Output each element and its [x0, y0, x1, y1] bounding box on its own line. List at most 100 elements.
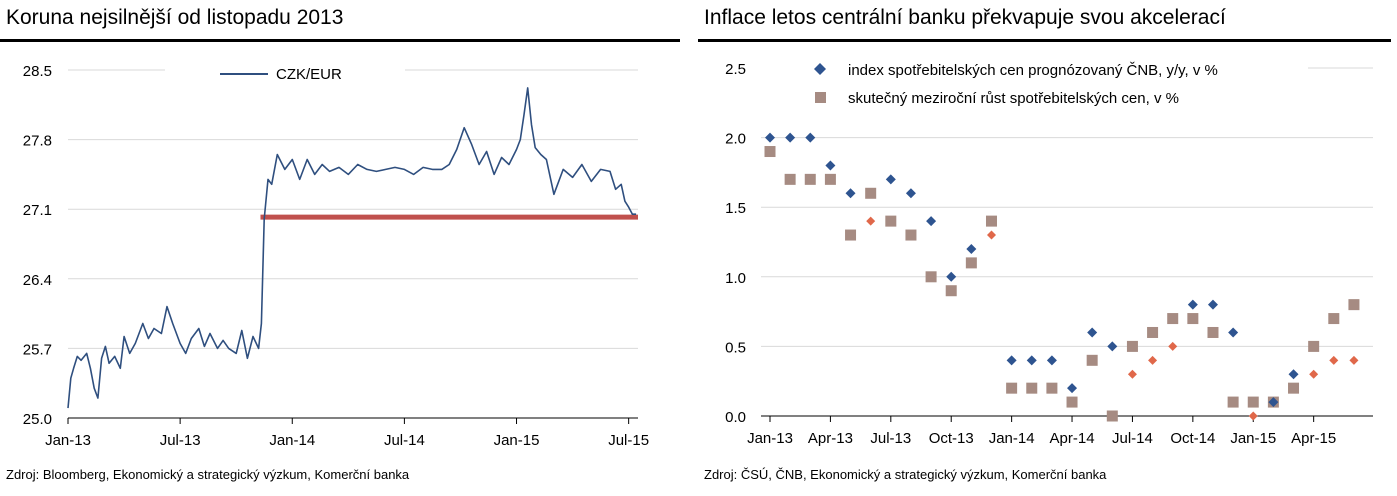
- point-actual: [824, 173, 836, 185]
- x-tick-label: Jan-13: [747, 430, 793, 447]
- point-actual: [1328, 313, 1340, 325]
- left-source-note: Zdroj: Bloomberg, Ekonomický a strategic…: [6, 467, 410, 482]
- point-actual: [1046, 382, 1058, 394]
- x-tick-label: Apr-15: [1291, 430, 1336, 447]
- point-actual: [1187, 313, 1199, 325]
- x-tick-label: Jan-13: [45, 432, 91, 449]
- point-forecast: [765, 132, 775, 143]
- point-forecast: [1349, 355, 1359, 365]
- point-actual: [1207, 326, 1219, 338]
- y-tick-label: 0.0: [725, 409, 746, 426]
- left-chart-title: Koruna nejsilnější od listopadu 2013: [6, 6, 344, 29]
- point-forecast: [1127, 369, 1137, 379]
- y-tick-label: 26.4: [23, 272, 52, 289]
- point-actual: [1167, 313, 1179, 325]
- point-forecast: [825, 160, 836, 171]
- right-chart-svg: 0.0 0.5 1.0 1.5 2.0 2.5 Jan-13 Apr-13 Jul-13 Oct-…: [725, 55, 1373, 447]
- left-chart-svg: 25.0 25.7 26.4 27.1 27.8 28.5 Jan-13 Jul-13 Jan-…: [23, 60, 649, 449]
- point-actual: [1147, 326, 1159, 338]
- series-line-czk-eur: [67, 87, 637, 409]
- point-actual: [1006, 382, 1018, 394]
- point-forecast: [845, 188, 856, 199]
- point-forecast: [1207, 299, 1218, 310]
- left-chart-panel: Koruna nejsilnější od listopadu 2013 25.…: [0, 0, 686, 496]
- y-tick-label: 0.5: [725, 339, 746, 356]
- point-actual: [945, 285, 957, 297]
- right-title-rule: [698, 39, 1391, 42]
- point-actual: [804, 173, 816, 185]
- point-actual: [1348, 299, 1360, 311]
- x-tick-label: Jan-14: [269, 432, 315, 449]
- x-tick-label: Jul-13: [160, 432, 201, 449]
- point-forecast: [1006, 355, 1017, 366]
- x-tick-label: Jan-15: [1230, 430, 1276, 447]
- legend-label-czk-eur: CZK/EUR: [276, 66, 342, 83]
- point-forecast: [866, 216, 876, 226]
- y-tick-label: 28.5: [23, 63, 52, 80]
- point-actual: [1126, 340, 1138, 352]
- y-tick-label: 2.0: [725, 131, 746, 148]
- y-tick-label: 2.5: [725, 61, 746, 78]
- legend-background: [165, 60, 405, 82]
- point-forecast: [1067, 383, 1078, 394]
- point-actual: [925, 271, 937, 283]
- x-tick-label: Jul-14: [384, 432, 425, 449]
- point-actual: [1247, 396, 1259, 408]
- y-tick-label: 1.5: [725, 200, 746, 217]
- point-forecast: [926, 216, 937, 227]
- point-forecast: [1329, 355, 1339, 365]
- legend-label-actual: skutečný meziroční růst spotřebitelských…: [848, 90, 1179, 107]
- point-forecast: [905, 188, 916, 199]
- y-tick-label: 27.1: [23, 202, 52, 219]
- legend-marker-forecast: [814, 63, 826, 75]
- point-actual: [1106, 410, 1118, 422]
- x-tick-label: Jan-15: [494, 432, 540, 449]
- point-actual: [845, 229, 857, 241]
- point-actual: [1086, 354, 1098, 366]
- legend-background: [748, 55, 1308, 113]
- point-forecast: [1107, 341, 1118, 352]
- point-forecast: [966, 243, 977, 254]
- legend-label-forecast: index spotřebitelských cen prognózovaný …: [848, 62, 1218, 79]
- x-tick-label: Apr-14: [1050, 430, 1095, 447]
- y-tick-label: 27.8: [23, 133, 52, 150]
- x-tick-label: Jul-15: [608, 432, 649, 449]
- point-forecast: [1268, 397, 1279, 408]
- point-forecast: [885, 174, 896, 185]
- point-actual: [1066, 396, 1078, 408]
- point-forecast: [1288, 369, 1299, 380]
- point-actual: [905, 229, 917, 241]
- point-forecast: [986, 230, 996, 240]
- right-source-note: Zdroj: ČSÚ, ČNB, Ekonomický a strategick…: [704, 467, 1107, 482]
- point-forecast: [1148, 355, 1158, 365]
- x-tick-label: Oct-13: [929, 430, 974, 447]
- point-forecast: [1046, 355, 1057, 366]
- point-actual: [985, 215, 997, 227]
- point-forecast: [1187, 299, 1198, 310]
- left-title-rule: [0, 39, 680, 42]
- point-actual: [784, 173, 796, 185]
- point-forecast: [805, 132, 816, 143]
- y-tick-label: 25.0: [23, 411, 52, 428]
- point-actual: [885, 215, 897, 227]
- x-tick-label: Oct-14: [1170, 430, 1215, 447]
- point-actual: [1308, 340, 1320, 352]
- point-actual: [865, 187, 877, 199]
- x-tick-label: Apr-13: [808, 430, 853, 447]
- point-actual: [1026, 382, 1038, 394]
- point-actual: [965, 257, 977, 269]
- point-actual: [764, 146, 776, 158]
- point-forecast: [1168, 341, 1178, 351]
- x-tick-label: Jul-13: [870, 430, 911, 447]
- point-forecast: [946, 271, 957, 282]
- point-forecast: [1026, 355, 1037, 366]
- x-tick-label: Jan-14: [989, 430, 1035, 447]
- point-forecast: [785, 132, 796, 143]
- point-forecast: [1087, 327, 1098, 338]
- right-chart-title: Inflace letos centrální banku překvapuje…: [704, 6, 1226, 29]
- point-forecast: [1248, 411, 1258, 421]
- y-tick-label: 25.7: [23, 341, 52, 358]
- point-forecast: [1228, 327, 1239, 338]
- x-tick-label: Jul-14: [1112, 430, 1153, 447]
- point-actual: [1227, 396, 1239, 408]
